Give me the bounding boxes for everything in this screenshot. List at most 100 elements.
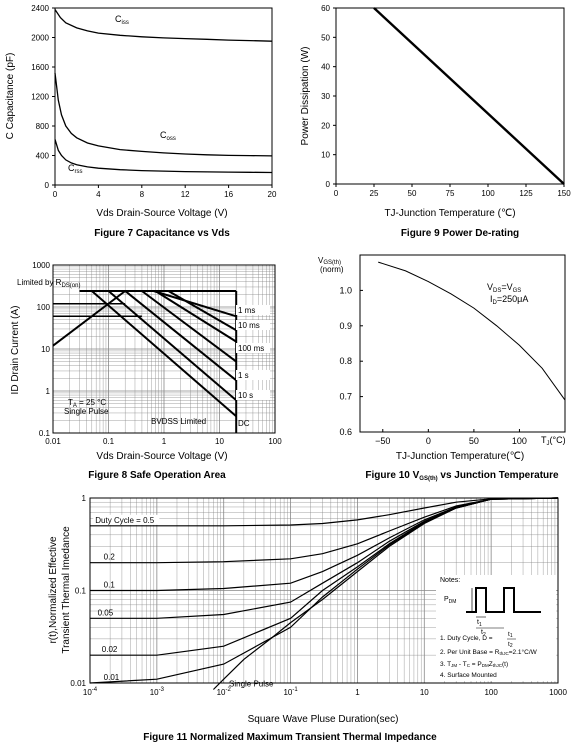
series-line-ciss bbox=[54, 9, 273, 42]
y-tick-label: 10 bbox=[41, 345, 50, 354]
figure-caption: Figure 7 Capacitance vs Vds bbox=[94, 228, 230, 239]
x-tick-label: 10 bbox=[420, 688, 429, 697]
x-tick-label: 8 bbox=[140, 190, 145, 199]
plot-frame bbox=[54, 7, 273, 186]
series-label-ciss: Ciss bbox=[115, 14, 129, 26]
x-tick-label: 10-4 bbox=[83, 687, 98, 697]
soa-curve bbox=[141, 290, 237, 363]
y-tick-label: 0.01 bbox=[70, 679, 86, 688]
y-tick-label: 0.1 bbox=[75, 587, 87, 596]
x-tick-label: 20 bbox=[268, 190, 277, 199]
y-axis-label-bottom: (norm) bbox=[320, 265, 344, 274]
x-tick-label: 100 bbox=[512, 436, 527, 446]
note-2: 2. Per Unit Base = RthJC=2.1°C/W bbox=[440, 648, 538, 656]
y-tick-label: 1200 bbox=[31, 93, 49, 102]
x-tick-label: 10-3 bbox=[150, 687, 165, 697]
bvdss-limit-label: BVDSS Limited bbox=[151, 417, 206, 426]
pulse-label: 10 ms bbox=[238, 321, 260, 330]
pulse-label-bg bbox=[236, 320, 270, 330]
series-label: Single Pulse bbox=[229, 680, 274, 689]
y-tick-label: 0.6 bbox=[339, 427, 352, 437]
x-tick-label: 1 bbox=[355, 688, 360, 697]
tick-group: 10-4 10-3 10-2 10-1 1 10 100 1000 0.01 0.1 1 bbox=[70, 494, 567, 697]
y-tick-label: 2400 bbox=[31, 4, 49, 13]
x-axis-end-label: TJ(°C) bbox=[541, 435, 566, 447]
y-tick-label: 1600 bbox=[31, 63, 49, 72]
notes-box: Notes: PDM t1 t2 1. Duty Cycle, D = t1 t… bbox=[436, 575, 556, 681]
x-tick-label: 10-2 bbox=[217, 687, 232, 697]
x-tick-label: 0.01 bbox=[45, 437, 61, 446]
series-label: 0.01 bbox=[104, 673, 120, 682]
pulse-label-bg bbox=[236, 343, 270, 353]
legend-line-1: VDS=VGS bbox=[487, 282, 521, 294]
x-axis-label: TJ-Junction Temperature (℃) bbox=[384, 208, 515, 219]
dc-label: DC bbox=[238, 419, 250, 428]
pulse-label: 100 ms bbox=[238, 344, 264, 353]
y-tick-label: 20 bbox=[321, 121, 330, 130]
y-tick-label: 2000 bbox=[31, 34, 49, 43]
pulse-label-bg bbox=[236, 305, 270, 315]
soa-curve bbox=[167, 290, 237, 332]
series-group bbox=[54, 9, 273, 174]
series-label-group: Duty Cycle = 0.5 0.2 0.1 0.05 0.02 0.01 Single… bbox=[93, 514, 274, 689]
series-label: 0.05 bbox=[98, 608, 114, 617]
x-tick-label: 25 bbox=[370, 189, 379, 198]
figure-9-power-derating-chart: 0 25 50 75 100 125 150 0 10 20 30 40 50 60 Power Diss… bbox=[300, 4, 571, 239]
y-tick-label: 1 bbox=[82, 494, 87, 503]
x-tick-label: −50 bbox=[375, 436, 390, 446]
thermal-curve bbox=[90, 497, 559, 564]
soa-curve bbox=[91, 290, 237, 418]
y-axis-label-top: VGS(th) bbox=[318, 256, 341, 266]
x-tick-label: 0 bbox=[334, 189, 339, 198]
pulse-label-bg bbox=[236, 390, 270, 400]
soa-curve bbox=[107, 290, 237, 402]
x-tick-label: 100 bbox=[268, 437, 282, 446]
y-tick-label: 10 bbox=[321, 151, 330, 160]
note-1-numerator: t1 bbox=[508, 631, 513, 639]
tick-group: −50 0 50 100 0.6 0.7 0.8 0.9 1.0 bbox=[339, 285, 526, 446]
notes-title: Notes: bbox=[440, 577, 460, 584]
x-tick-label: 100 bbox=[481, 189, 495, 198]
x-tick-label: 10-1 bbox=[283, 687, 298, 697]
derating-line bbox=[373, 7, 565, 185]
series-group bbox=[373, 7, 565, 185]
series-group bbox=[378, 261, 566, 401]
y-tick-label: 1000 bbox=[32, 261, 50, 270]
tick-group: 0 25 50 75 100 125 150 0 10 20 30 40 50 60 bbox=[321, 4, 571, 198]
figure-7-capacitance-chart: 0 4 8 12 16 20 0 400 800 1200 1600 2000 2400 Ciss Co… bbox=[5, 4, 277, 239]
plot-frame bbox=[359, 254, 566, 433]
thermal-curve bbox=[90, 497, 559, 527]
note-4: 4. Surface Mounted bbox=[440, 672, 497, 679]
series-line-coss bbox=[54, 72, 273, 157]
grid-group bbox=[52, 265, 275, 434]
thermal-curve bbox=[212, 497, 559, 690]
x-tick-label: 10 bbox=[215, 437, 224, 446]
soa-curve bbox=[154, 290, 237, 343]
x-tick-label: 1000 bbox=[549, 688, 567, 697]
y-tick-label: 0.7 bbox=[339, 392, 352, 402]
pulse-label-group: 1 ms 10 ms 100 ms 1 s 10 s bbox=[236, 305, 270, 400]
x-axis-label: Vds Drain-Source Voltage (V) bbox=[96, 208, 227, 219]
figure-11-transient-thermal-chart: 10-4 10-3 10-2 10-1 1 10 100 1000 0.01 0.1 1 Duty … bbox=[48, 494, 567, 743]
series-label: 0.2 bbox=[104, 553, 116, 562]
tick-group: 0 4 8 12 16 20 0 400 800 1200 1600 2000 2400 bbox=[31, 4, 277, 199]
ambient-temp-label: TA = 25 °C bbox=[68, 398, 106, 409]
y-tick-label: 0.8 bbox=[339, 356, 352, 366]
y-axis-label: C Capacitance (pF) bbox=[5, 53, 16, 140]
series-label-bg bbox=[93, 514, 160, 525]
figure-caption: Figure 10 VGS(th) vs Junction Temperatur… bbox=[365, 470, 559, 482]
note-1: 1. Duty Cycle, D = bbox=[440, 635, 493, 642]
x-tick-label: 50 bbox=[408, 189, 417, 198]
y-axis-label: ID Drain Current (A) bbox=[10, 306, 21, 395]
plot-frame bbox=[52, 264, 276, 434]
x-axis-label: Vds Drain-Source Voltage (V) bbox=[96, 451, 227, 462]
t2-label: t2 bbox=[481, 629, 486, 638]
series-line-crss bbox=[54, 139, 273, 174]
rdson-limit-label: Limited by RDS(on) bbox=[17, 278, 80, 289]
series-group bbox=[89, 497, 559, 690]
y-tick-label: 0 bbox=[45, 181, 50, 190]
pdm-label: PDM bbox=[444, 596, 456, 605]
legend-line-2: ID=250μA bbox=[490, 294, 528, 306]
y-tick-label: 60 bbox=[321, 4, 330, 13]
pulse-label: 10 s bbox=[238, 391, 253, 400]
